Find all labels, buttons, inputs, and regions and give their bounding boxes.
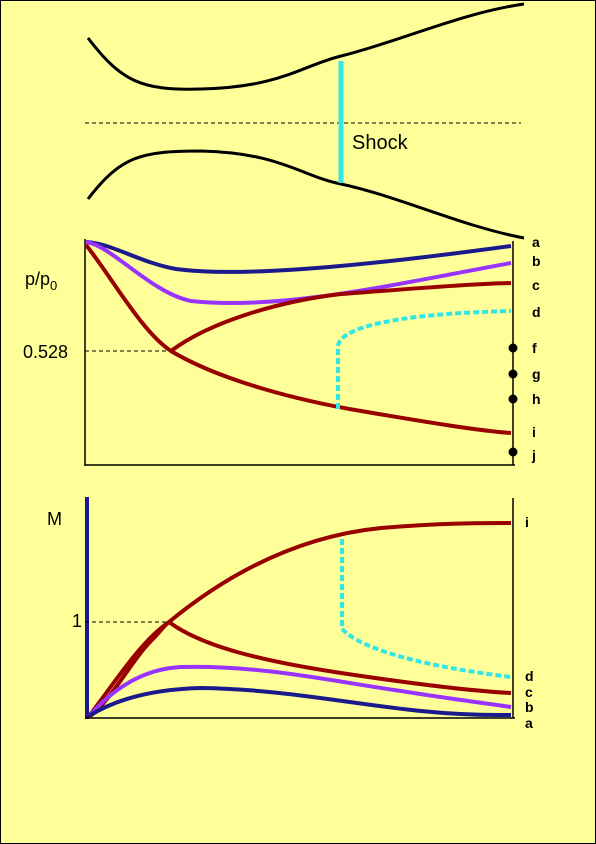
pressure-label-g: g (532, 366, 541, 382)
pressure-point-h (508, 394, 518, 404)
pressure-label-d: d (532, 304, 541, 320)
mach-label-d: d (525, 668, 534, 684)
pressure-curve-a (85, 240, 512, 274)
mach-label-i: i (525, 514, 529, 530)
pressure-point-j (508, 447, 518, 457)
mach-curve-i (87, 521, 512, 718)
mach-shock-jump (340, 539, 512, 679)
pressure-reference-value: 0.528 (23, 342, 68, 362)
pressure-label-f: f (532, 340, 537, 356)
mach-reference-value: 1 (72, 611, 82, 631)
mach-curve-a (87, 685, 512, 718)
pressure-label-i: i (532, 424, 536, 440)
mach-plot: M 1 i d c b a (47, 497, 534, 731)
pressure-point-g (508, 369, 518, 379)
pressure-curve-upper-branch (84, 243, 512, 354)
shock-label: Shock (352, 132, 409, 154)
nozzle-lower-wall (86, 149, 525, 240)
pressure-label-b: b (532, 253, 541, 269)
mach-label-b: b (525, 699, 534, 715)
mach-y-label: M (47, 509, 62, 529)
mach-label-c: c (525, 684, 533, 700)
nozzle-sketch: Shock (85, 2, 525, 240)
pressure-label-c: c (532, 277, 540, 293)
pressure-plot: p/p0 0.528 a b c d f g h i j (23, 234, 541, 466)
pressure-point-f (508, 343, 518, 353)
mach-curve-b (87, 664, 512, 718)
pressure-label-a: a (532, 234, 540, 250)
mach-label-a: a (525, 715, 533, 731)
mach-curve-c (167, 620, 512, 695)
pressure-label-h: h (532, 391, 541, 407)
pressure-label-j: j (531, 447, 536, 463)
pressure-shock-jump (336, 309, 512, 409)
pressure-curve-b (85, 240, 512, 306)
pressure-y-label: p/p0 (25, 269, 57, 293)
nozzle-upper-wall (86, 2, 525, 91)
pressure-curve-i (169, 349, 512, 435)
